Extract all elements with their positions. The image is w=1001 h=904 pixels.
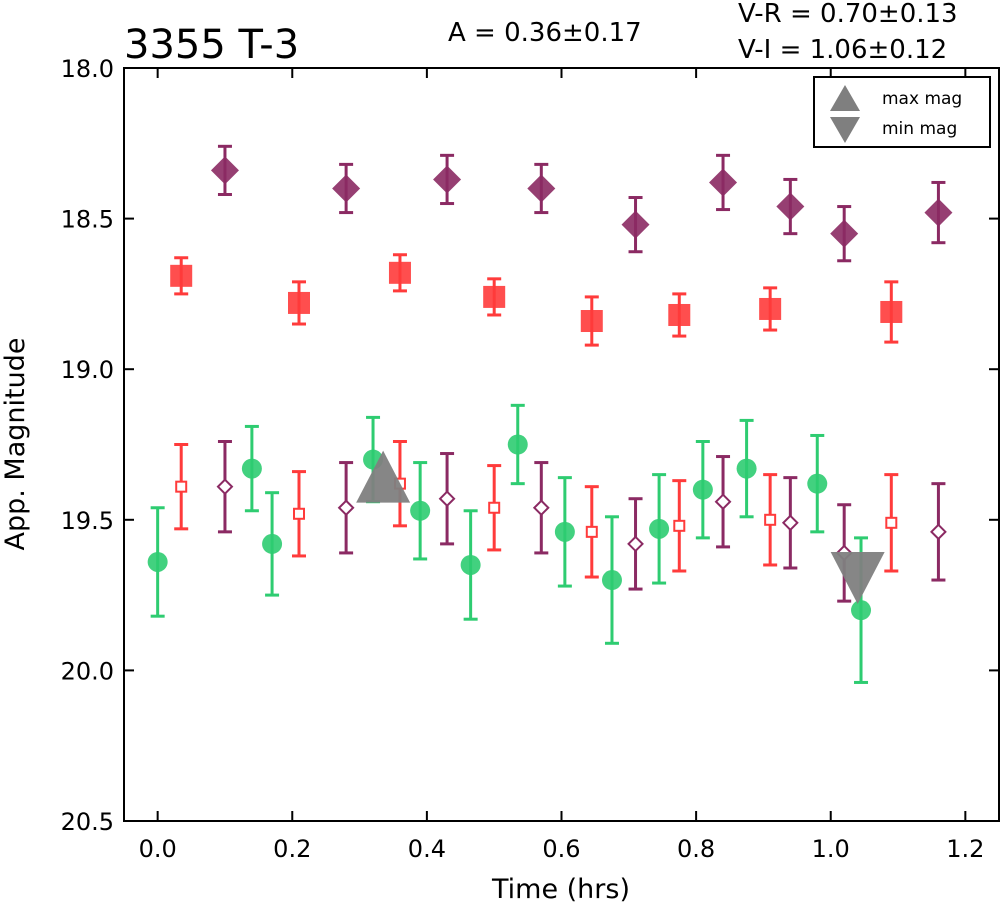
square-marker bbox=[388, 261, 411, 284]
x-tick-label: 1.0 bbox=[812, 835, 850, 863]
y-axis-label: App. Magnitude bbox=[0, 338, 31, 551]
circle-marker bbox=[601, 570, 622, 591]
y-tick-label: 18.5 bbox=[61, 206, 114, 234]
square-marker bbox=[880, 300, 903, 323]
y-tick-label: 20.5 bbox=[61, 808, 114, 836]
circle-marker bbox=[554, 521, 575, 542]
diamond-marker bbox=[621, 210, 650, 239]
square-marker bbox=[585, 525, 598, 538]
diamond-marker bbox=[337, 499, 355, 517]
data-marks bbox=[147, 144, 953, 684]
diamond-marker bbox=[830, 219, 859, 248]
diamond-marker bbox=[924, 198, 953, 227]
diamond-marker bbox=[930, 523, 947, 541]
y-tick-label: 20.0 bbox=[61, 657, 114, 685]
diamond-marker bbox=[709, 168, 738, 197]
square-marker bbox=[170, 264, 193, 287]
diamond-marker bbox=[776, 192, 805, 221]
diamond-marker bbox=[532, 499, 550, 517]
square-marker bbox=[764, 513, 777, 526]
square-marker bbox=[483, 285, 506, 308]
legend: max mag min mag bbox=[813, 76, 991, 148]
circle-marker bbox=[410, 500, 431, 521]
legend-min-mag-label: min mag bbox=[882, 119, 957, 139]
y-tick-label: 18.0 bbox=[61, 55, 114, 83]
max-mag-triangle bbox=[356, 450, 411, 503]
circle-marker bbox=[649, 518, 670, 539]
square-marker bbox=[673, 519, 686, 532]
square-marker bbox=[488, 501, 501, 514]
diamond-marker bbox=[216, 478, 234, 496]
circle-marker bbox=[736, 458, 757, 479]
circle-marker bbox=[807, 473, 828, 494]
x-tick-label: 0.4 bbox=[408, 835, 446, 863]
diamond-marker bbox=[527, 174, 556, 203]
square-marker bbox=[580, 310, 603, 333]
diamond-marker bbox=[627, 535, 644, 553]
circle-marker bbox=[851, 600, 872, 621]
min-mag-triangle bbox=[830, 552, 885, 605]
square-marker bbox=[293, 507, 305, 520]
plot-frame bbox=[123, 67, 1000, 822]
square-marker bbox=[885, 516, 898, 529]
diamond-marker bbox=[210, 156, 239, 185]
diamond-marker bbox=[438, 490, 456, 508]
legend-min-mag-marker bbox=[830, 117, 860, 143]
circle-marker bbox=[507, 434, 528, 455]
legend-max-mag-marker bbox=[830, 85, 860, 111]
circle-marker bbox=[262, 533, 283, 554]
x-tick-label: 0.8 bbox=[677, 835, 715, 863]
square-marker bbox=[288, 291, 310, 314]
chart-title: 3355 T-3 bbox=[124, 22, 299, 68]
x-tick-label: 0.6 bbox=[542, 835, 580, 863]
square-marker bbox=[759, 297, 782, 320]
diamond-marker bbox=[433, 165, 462, 194]
square-marker bbox=[175, 480, 188, 493]
v-r-annotation: V-R = 0.70±0.13 bbox=[738, 0, 958, 29]
circle-marker bbox=[147, 551, 168, 572]
x-axis-label: Time (hrs) bbox=[491, 874, 630, 904]
circle-marker bbox=[241, 458, 262, 479]
square-marker bbox=[668, 303, 691, 326]
diamond-marker bbox=[714, 493, 732, 511]
y-tick-label: 19.0 bbox=[61, 356, 114, 384]
x-tick-label: 0.2 bbox=[273, 835, 311, 863]
diamond-marker bbox=[781, 514, 799, 532]
y-tick-label: 19.5 bbox=[61, 507, 114, 535]
amplitude-annotation: A = 0.36±0.17 bbox=[448, 18, 642, 48]
x-tick-label: 1.2 bbox=[946, 835, 984, 863]
diamond-marker bbox=[332, 174, 361, 203]
x-tick-label: 0.0 bbox=[139, 835, 177, 863]
v-i-annotation: V-I = 1.06±0.12 bbox=[738, 35, 947, 65]
legend-max-mag-label: max mag bbox=[882, 89, 962, 109]
circle-marker bbox=[460, 554, 481, 575]
circle-marker bbox=[692, 479, 713, 500]
axis-ticks: 0.0 0.2 0.4 0.6 0.8 1.0 1.2 18.0 18.5 19.0 19.5 20.… bbox=[61, 55, 999, 863]
